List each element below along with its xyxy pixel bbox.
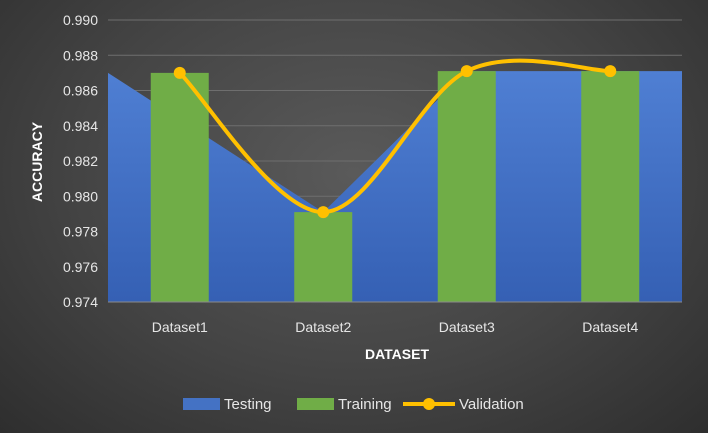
- y-tick-label: 0.980: [63, 188, 98, 204]
- validation-point-dataset2: [317, 206, 330, 219]
- y-tick-label: 0.984: [63, 118, 98, 134]
- x-tick-label: Dataset4: [582, 319, 638, 335]
- x-tick-label: Dataset1: [152, 319, 208, 335]
- training-bars-layer: [108, 71, 682, 303]
- training-bar-dataset4: [581, 71, 640, 302]
- y-tick-label: 0.974: [63, 294, 98, 310]
- y-tick-label: 0.982: [63, 153, 98, 169]
- y-tick-label: 0.976: [63, 259, 98, 275]
- y-tick-label: 0.978: [63, 224, 98, 240]
- legend-label: Training: [338, 396, 392, 413]
- legend-item-training: Training: [297, 396, 392, 413]
- y-tick-label: 0.988: [63, 47, 98, 63]
- legend-swatch: [297, 398, 334, 410]
- training-bar-dataset2: [294, 212, 353, 302]
- legend-swatch-marker: [423, 398, 435, 410]
- validation-line: [177, 58, 613, 215]
- validation-line-layer: [173, 58, 617, 219]
- testing-area: [108, 71, 682, 302]
- legend-label: Validation: [459, 396, 524, 413]
- legend-label: Testing: [224, 396, 272, 413]
- x-tick-label: Dataset3: [439, 319, 495, 335]
- legend-item-testing: Testing: [183, 396, 272, 413]
- x-tick-label: Dataset2: [295, 319, 351, 335]
- legend: Testing Training Validation: [183, 396, 524, 413]
- training-bar-dataset1: [150, 72, 209, 302]
- legend-swatch: [183, 398, 220, 410]
- training-bar-dataset3: [437, 71, 496, 302]
- testing-area-layer: [108, 71, 682, 302]
- x-tick-labels: Dataset1 Dataset2 Dataset3 Dataset4: [152, 319, 639, 335]
- validation-point-dataset4: [604, 65, 617, 78]
- validation-point-dataset1: [173, 66, 186, 79]
- y-tick-label: 0.986: [63, 83, 98, 99]
- validation-point-dataset3: [460, 65, 473, 78]
- x-axis-title: DATASET: [365, 346, 429, 362]
- y-axis-title: ACCURACY: [29, 121, 45, 202]
- y-tick-labels: 0.974 0.976 0.978 0.980 0.982 0.984 0.986 0.988…: [63, 12, 98, 310]
- legend-item-validation: Validation: [403, 396, 524, 413]
- y-tick-label: 0.990: [63, 12, 98, 28]
